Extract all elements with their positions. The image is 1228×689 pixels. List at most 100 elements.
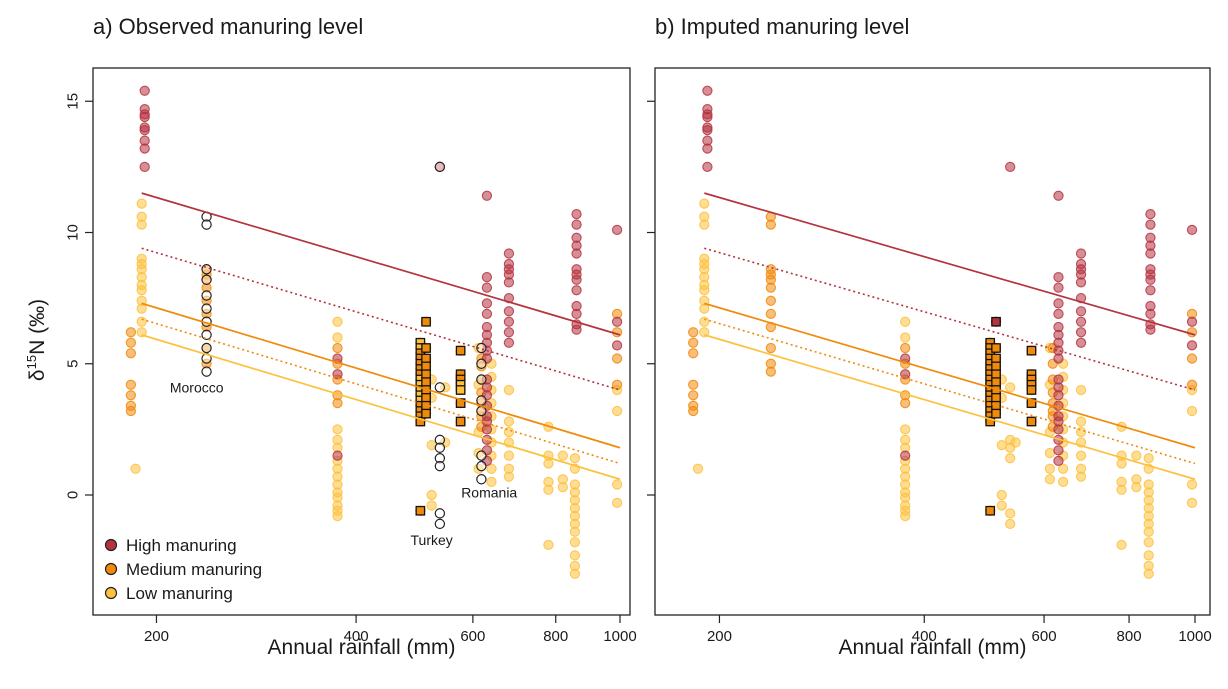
low-manuring-point [1186,405,1198,417]
outlined-site-square [985,505,996,516]
high-manuring-point [1075,277,1087,288]
fit-line-medium-manuring-dotted [141,318,621,465]
medium-manuring-point [1186,379,1198,390]
outlined-site-square [421,316,431,327]
medium-manuring-point [332,397,343,409]
high-manuring-point [1075,337,1087,348]
x-axis-label: Annual rainfall (mm) [839,636,1027,659]
low-manuring-point [543,539,554,551]
high-manuring-point [1075,327,1087,338]
high-manuring-point [503,277,515,288]
high-manuring-point [1053,298,1064,309]
low-manuring-point [557,481,568,493]
medium-manuring-point [688,379,699,390]
low-manuring-point [1075,426,1087,438]
low-manuring-point [611,497,623,509]
medium-manuring-point [765,295,777,306]
high-manuring-point [702,124,713,136]
low-manuring-point [543,458,554,469]
y-axis-label: δ15N (‰) [24,299,49,381]
medium-manuring-point [201,358,212,369]
low-manuring-point [996,500,1007,511]
x-tick-label: 600 [1032,628,1057,645]
outlined-site-square [991,393,1001,403]
high-manuring-point [481,298,493,309]
high-manuring-point [481,271,493,283]
x-axis-label: Annual rainfall (mm) [268,636,456,659]
fit-line-high-manuring-solid [141,192,621,336]
outlined-site-square [991,400,1001,411]
high-manuring-point [139,143,150,154]
outlined-site-square [421,369,431,380]
medium-manuring-point [125,390,137,401]
low-manuring-point [1005,382,1016,393]
outlined-site-square [991,343,1001,353]
low-manuring-point [332,510,343,522]
low-manuring-point [900,316,911,327]
low-manuring-point [1186,479,1198,490]
other-site-point [476,460,487,472]
high-manuring-point [1186,224,1198,236]
high-manuring-point [139,111,150,123]
low-manuring-point [332,332,343,343]
low-manuring-point [1116,484,1127,495]
low-manuring-point [569,568,581,579]
high-manuring-point [503,248,515,259]
low-manuring-point [486,463,497,474]
low-manuring-point [1044,447,1056,459]
outlined-site-square [991,316,1001,327]
high-manuring-point [1145,308,1156,320]
high-manuring-point [332,450,343,461]
low-manuring-point [1143,568,1154,579]
low-manuring-point [611,405,623,417]
low-manuring-point [1005,508,1016,519]
low-manuring-point [136,285,147,296]
outlined-site-square [991,361,1001,372]
high-manuring-point [1145,324,1156,335]
y-tick-label: 0 [65,491,82,499]
outlined-site-square [421,343,431,353]
high-manuring-point [1186,340,1198,351]
high-manuring-point [503,316,515,327]
high-manuring-point [503,327,515,338]
outlined-site-square [415,416,426,427]
legend-marker [104,538,118,552]
medium-manuring-point [332,342,343,354]
fit-line-medium-manuring-solid [141,302,621,449]
high-manuring-point [481,282,493,293]
low-manuring-point [569,453,581,464]
other-site-point [434,453,446,464]
other-site-point [201,290,212,301]
legend-marker [104,562,118,576]
high-manuring-point [571,308,582,320]
low-manuring-point [440,382,451,393]
other-site-point [434,518,446,530]
outlined-site-square [455,385,466,395]
low-manuring-point [1044,463,1056,474]
plot-frame [92,67,631,616]
low-manuring-point [136,219,147,230]
high-manuring-point [503,306,515,317]
low-manuring-point [332,316,343,327]
outlined-site-square [415,505,426,516]
medium-manuring-point [125,379,137,390]
low-manuring-point [1075,471,1087,482]
outlined-site-square [991,369,1001,380]
low-manuring-point [1143,550,1154,561]
low-manuring-point [332,424,343,435]
outlined-site-square [421,361,431,372]
high-manuring-point [1053,445,1064,456]
legend-label: High manuring [126,536,237,555]
low-manuring-point [569,550,581,561]
low-manuring-point [699,327,710,338]
fit-line-high-manuring-solid [704,192,1196,336]
medium-manuring-point [688,390,699,401]
low-manuring-point [900,510,911,522]
low-manuring-point [503,471,515,482]
low-manuring-point [1075,416,1087,427]
outlined-site-square [421,377,431,387]
other-site-point [476,450,487,461]
low-manuring-point [557,450,568,461]
medium-manuring-point [611,353,623,364]
